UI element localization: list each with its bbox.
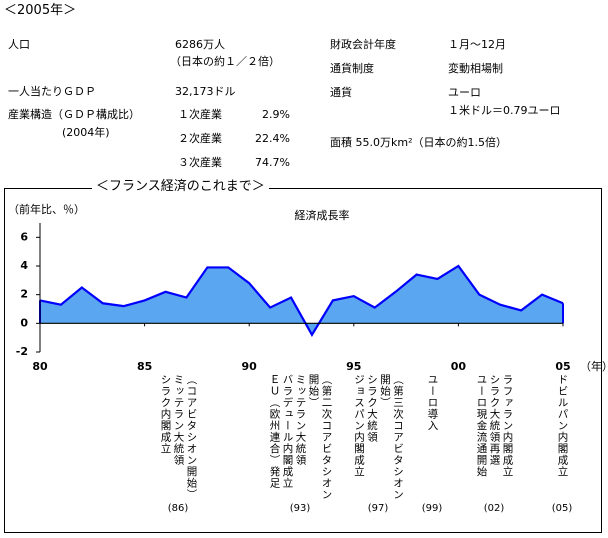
annotation-line: シラク内閣成立 xyxy=(159,374,172,455)
annotation-line: シラク大統領再選 xyxy=(488,374,501,466)
annotation: ユーロ導入 xyxy=(426,374,439,504)
annotation-line: 開始） xyxy=(307,374,320,409)
chart-frame xyxy=(4,188,602,533)
y-tick-label: 0 xyxy=(20,316,28,329)
value: 6286万人 xyxy=(175,38,225,51)
x-tick-label: 00 xyxy=(451,360,467,373)
industry-name: ３次産業 xyxy=(178,156,222,169)
label: 人口 xyxy=(8,38,30,51)
annotation-year: (05) xyxy=(551,503,573,514)
annotation-year: (93) xyxy=(289,503,311,514)
value: １月〜12月 xyxy=(448,38,506,51)
annotation: （コアビタシオン開始） ミッテラン大統領 シラク内閣成立 xyxy=(159,374,198,504)
y-tick-label: 6 xyxy=(20,230,28,243)
note: １米ドル＝0.79ユーロ xyxy=(448,104,561,117)
annotation-line: ラファラン内閣成立 xyxy=(501,374,514,478)
annotation-line: ドビルパン内閣成立 xyxy=(556,374,569,478)
industry-share: 2.9% xyxy=(262,108,290,121)
label: 通貨 xyxy=(330,86,352,99)
y-tick-label: 4 xyxy=(20,259,28,272)
section-title: ＜フランス経済のこれまで＞ xyxy=(92,178,269,196)
annotation: （第二次コアビタシオン 開始） ミッテラン大統領 バラデュール内閣成立 ＥＵ（欧州連合）… xyxy=(268,374,333,504)
annotation-line: ミッテラン大統領 xyxy=(294,374,307,466)
annotation-year: (02) xyxy=(483,503,505,514)
page-title: ＜2005年＞ xyxy=(4,3,77,18)
value: 32,173ドル xyxy=(175,85,236,98)
y-tick-label: 2 xyxy=(20,288,28,301)
x-tick-label: 85 xyxy=(137,360,152,373)
label: 一人当たりＧＤＰ xyxy=(8,85,96,98)
annotation: ドビルパン内閣成立 xyxy=(556,374,569,504)
annotation-line: （第二次コアビタシオン xyxy=(320,374,333,501)
value: ユーロ xyxy=(448,86,481,99)
x-tick-label: 80 xyxy=(32,360,48,373)
annotation-line: （コアビタシオン開始） xyxy=(185,374,198,501)
industry-name: ２次産業 xyxy=(178,132,222,145)
y-axis-label: （前年比、％） xyxy=(8,202,85,216)
industry-name: １次産業 xyxy=(178,108,222,121)
label: 財政会計年度 xyxy=(330,38,396,51)
value: 変動相場制 xyxy=(448,62,503,75)
annotation-line: バラデュール内閣成立 xyxy=(281,374,294,489)
annotation-line: ユーロ現金流通開始 xyxy=(475,374,488,478)
annotation: ラファラン内閣成立 シラク大統領再選 ユーロ現金流通開始 xyxy=(475,374,514,504)
area: 面積 55.0万km²（日本の約1.5倍） xyxy=(330,136,507,149)
x-tick-label: 95 xyxy=(346,360,361,373)
annotation-line: ＥＵ（欧州連合）発足 xyxy=(268,374,281,489)
annotation-line: （第三次コアビタシオン xyxy=(392,374,404,501)
annotation-year: (99) xyxy=(421,503,443,514)
annotation-line: シラク大統領 xyxy=(366,374,378,443)
label: 通貨制度 xyxy=(330,62,374,75)
annotation-line: 開始） xyxy=(379,374,391,409)
annotation-year: (97) xyxy=(367,503,389,514)
annotation-line: ジョスパン内閣成立 xyxy=(353,374,365,478)
annotation-line: ユーロ導入 xyxy=(426,374,439,432)
industry-share: 22.4% xyxy=(255,132,290,145)
y-tick-label: -2 xyxy=(16,345,28,358)
x-tick-label: 90 xyxy=(242,360,258,373)
annotation-year: (86) xyxy=(167,503,189,514)
x-axis-label: （年） xyxy=(580,359,608,373)
label: 産業構造（ＧＤＰ構成比） xyxy=(8,108,140,121)
chart-title: 経済成長率 xyxy=(295,208,350,222)
annotation-line: ミッテラン大統領 xyxy=(172,374,185,466)
annotation: （第三次コアビタシオン 開始） シラク大統領 ジョスパン内閣成立 xyxy=(352,374,404,504)
area xyxy=(40,266,563,335)
line xyxy=(39,264,564,337)
industry-share: 74.7% xyxy=(255,156,290,169)
note: （日本の約１／２倍） xyxy=(170,55,280,68)
x-tick-label: 05 xyxy=(555,360,570,373)
note: (2004年) xyxy=(62,126,110,139)
